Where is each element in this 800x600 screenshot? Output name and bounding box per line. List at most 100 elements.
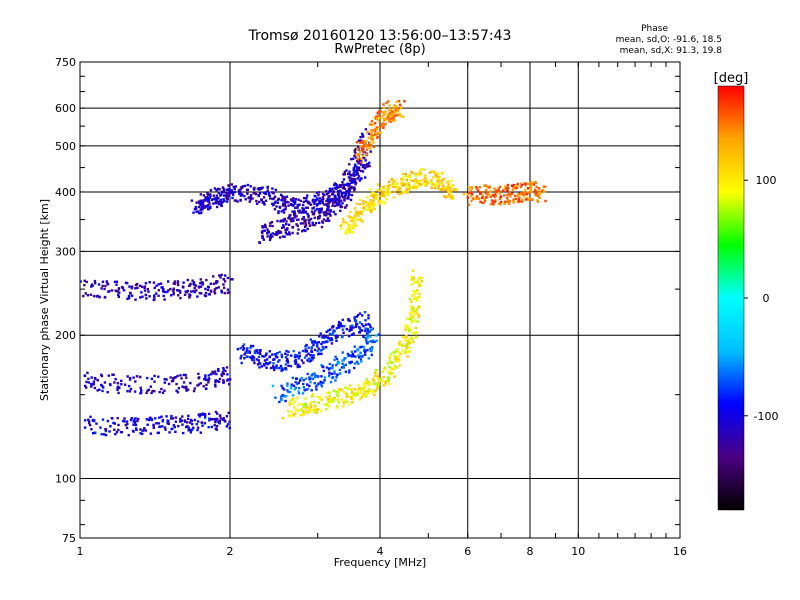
echo-point	[417, 182, 420, 185]
echo-point	[535, 192, 538, 196]
echo-point	[278, 236, 282, 239]
echo-point	[155, 422, 158, 425]
echo-point	[353, 186, 356, 189]
echo-point	[372, 129, 375, 132]
echo-point	[157, 431, 161, 434]
echo-point	[338, 368, 342, 372]
echo-point	[407, 188, 410, 191]
echo-point	[200, 281, 203, 284]
echo-point	[530, 180, 533, 184]
echo-point	[280, 226, 284, 230]
echo-point	[308, 410, 311, 414]
echo-point	[419, 170, 422, 173]
echo-point	[370, 346, 374, 349]
echo-point	[363, 164, 366, 167]
echo-point	[342, 364, 346, 368]
echo-point	[192, 211, 195, 214]
echo-point	[167, 420, 170, 423]
echo-point	[197, 383, 201, 386]
echo-point	[212, 197, 215, 201]
echo-point	[271, 202, 274, 205]
echo-point	[408, 312, 412, 315]
echo-point	[249, 195, 252, 199]
echo-point	[348, 163, 351, 166]
echo-point	[320, 225, 324, 229]
echo-point	[287, 231, 291, 234]
echo-point	[287, 204, 290, 207]
echo-point	[215, 424, 219, 428]
echo-point	[310, 350, 313, 353]
y-tick-label: 300	[55, 245, 76, 258]
echo-point	[399, 181, 403, 184]
echo-point	[275, 231, 278, 234]
echo-point	[211, 370, 214, 374]
echo-point	[186, 417, 190, 421]
echo-point	[219, 193, 223, 196]
echo-point	[337, 326, 341, 329]
echo-point	[504, 200, 507, 203]
echo-point	[418, 292, 421, 296]
echo-point	[375, 126, 378, 129]
echo-point	[170, 380, 174, 383]
echo-point	[285, 359, 289, 363]
echo-point	[135, 428, 138, 432]
echo-point	[333, 358, 336, 362]
echo-point	[410, 278, 414, 281]
echo-point	[452, 188, 455, 192]
echo-point	[347, 228, 350, 231]
echo-point	[320, 375, 323, 378]
echo-point	[493, 187, 496, 190]
echo-point	[514, 184, 517, 188]
echo-point	[415, 290, 418, 293]
echo-point	[320, 363, 323, 367]
echo-point	[297, 356, 301, 359]
echo-point	[228, 184, 231, 187]
echo-point	[176, 391, 180, 394]
echo-point	[182, 386, 186, 389]
echo-point	[350, 157, 353, 161]
echo-point	[256, 351, 259, 355]
echo-point	[87, 377, 90, 381]
echo-point	[286, 382, 289, 385]
echo-point	[107, 290, 110, 293]
echo-point	[306, 359, 309, 362]
echo-point	[386, 192, 389, 195]
echo-point	[258, 366, 261, 369]
echo-point	[150, 391, 153, 395]
echo-point	[302, 412, 306, 416]
echo-point	[246, 192, 249, 195]
echo-point	[361, 139, 364, 143]
echo-point	[306, 206, 309, 209]
echo-point	[165, 415, 168, 418]
echo-point	[443, 195, 446, 198]
echo-point	[289, 387, 293, 390]
echo-point	[234, 199, 238, 202]
echo-point	[366, 342, 369, 345]
echo-point	[146, 287, 150, 291]
echo-point	[450, 196, 453, 200]
echo-point	[375, 117, 379, 120]
echo-point	[306, 227, 309, 231]
echo-point	[310, 408, 313, 411]
echo-point	[296, 203, 300, 207]
echo-point	[181, 385, 184, 388]
echo-point	[352, 226, 355, 230]
echo-point	[370, 328, 373, 331]
echo-point	[316, 395, 320, 398]
echo-point	[328, 371, 331, 374]
echo-point	[431, 181, 435, 185]
echo-point	[278, 205, 281, 209]
echo-point	[195, 201, 198, 204]
echo-point	[245, 188, 249, 192]
echo-point	[280, 367, 284, 370]
echo-point	[313, 216, 316, 219]
echo-point	[359, 358, 363, 361]
echo-point	[494, 193, 497, 196]
echo-point	[251, 358, 254, 362]
echo-point	[413, 313, 416, 316]
echo-point	[345, 327, 348, 331]
echo-point	[365, 377, 368, 381]
echo-point	[356, 145, 360, 149]
echo-point	[374, 197, 377, 201]
echo-point	[498, 202, 501, 205]
